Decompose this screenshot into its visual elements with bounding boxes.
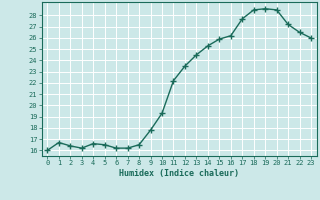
X-axis label: Humidex (Indice chaleur): Humidex (Indice chaleur) (119, 169, 239, 178)
